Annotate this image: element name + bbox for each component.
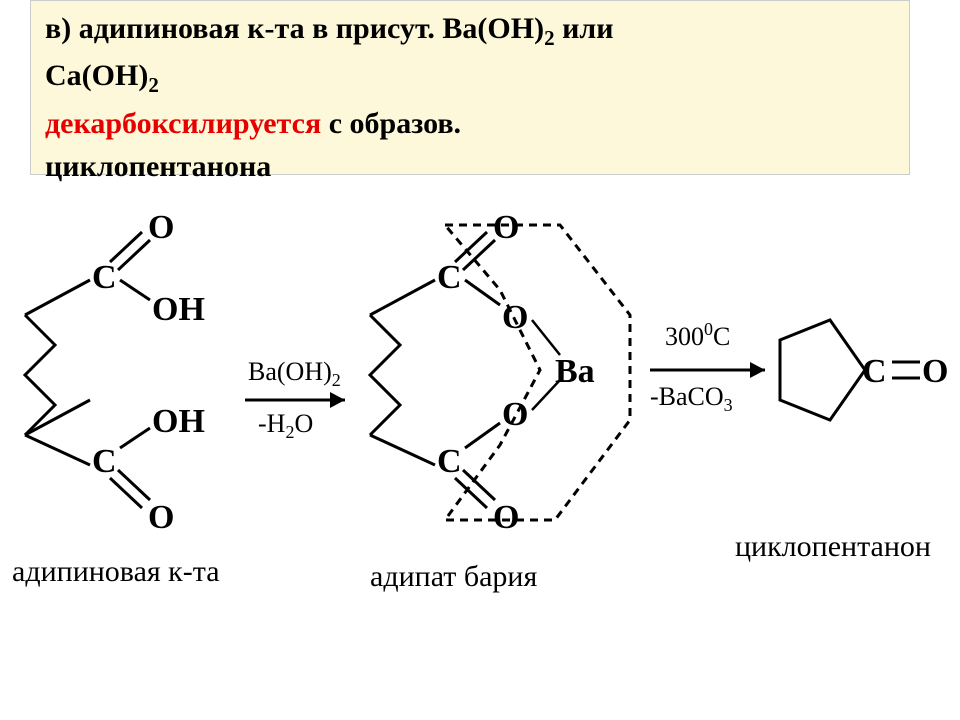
atom-o: О xyxy=(148,210,174,246)
line1-suffix: или xyxy=(555,12,614,45)
atom-c: С xyxy=(437,259,462,296)
line1-sub: 2 xyxy=(544,26,555,50)
description-box: в) адипиновая к-та в присут. Ва(ОН)2 или… xyxy=(30,0,910,175)
atom-oh: ОН xyxy=(152,403,205,440)
reaction-scheme: .bond { stroke:#000; stroke-width:3; fil… xyxy=(0,210,960,560)
line2-prefix: Са(ОН) xyxy=(45,59,148,92)
atom-o: О xyxy=(493,499,519,536)
atom-c: С xyxy=(437,443,462,480)
atom-c: С xyxy=(92,443,117,480)
reagent2-bot: -ВаСО3 xyxy=(650,382,733,415)
label-adipate: адипат бария xyxy=(370,560,537,594)
atom-oh: ОН xyxy=(152,291,205,328)
line2-sub: 2 xyxy=(148,73,159,97)
line3-red: декарбоксилируется xyxy=(45,107,321,140)
line1-prefix: в) адипиновая к-та в присут. Ва(ОН) xyxy=(45,12,544,45)
atom-o: О xyxy=(148,499,174,536)
label-adipic: адипиновая к-та xyxy=(12,555,220,589)
line3-rest: с образов. xyxy=(321,107,461,140)
atom-o: О xyxy=(502,396,528,433)
line-1: в) адипиновая к-та в присут. Ва(ОН)2 или xyxy=(45,9,895,52)
atom-c: С xyxy=(92,259,117,296)
atom-ba: Ва xyxy=(555,353,595,390)
reagent1-top: Ва(ОН)2 xyxy=(248,357,341,390)
line-3: декарбоксилируется с образов. xyxy=(45,104,895,143)
atom-o: О xyxy=(493,210,519,246)
line-4: циклопентанона xyxy=(45,147,895,186)
scheme-svg: .bond { stroke:#000; stroke-width:3; fil… xyxy=(0,210,960,560)
reagent1-bot: -Н2О xyxy=(258,409,313,442)
atom-c: С xyxy=(862,353,887,390)
reagent2-top: 3000С xyxy=(665,319,730,351)
line-2: Са(ОН)2 xyxy=(45,56,895,99)
label-cyclopentanone: циклопентанон xyxy=(735,530,931,564)
atom-o: О xyxy=(922,353,948,390)
